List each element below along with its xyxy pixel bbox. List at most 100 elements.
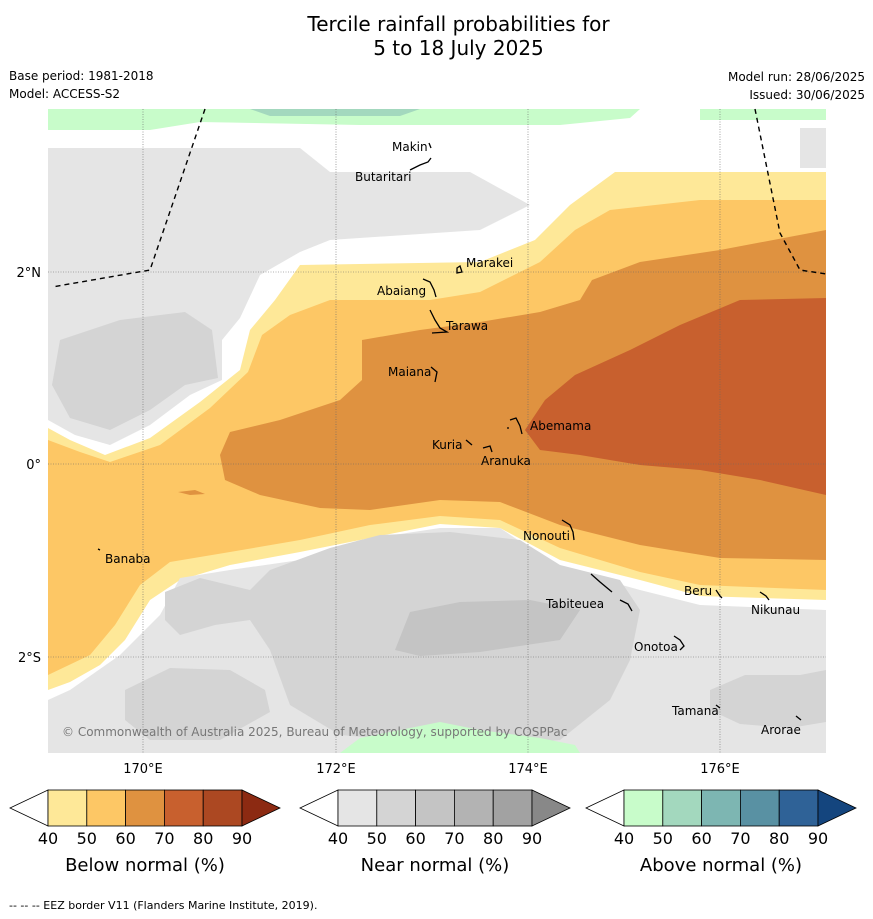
above-tick-60: 60 (691, 829, 711, 848)
near-swatch-80 (492, 789, 533, 827)
label-aranuka: Aranuka (481, 454, 531, 468)
below-swatch-80 (202, 789, 243, 827)
island-arorae (795, 715, 802, 721)
above-tick-70: 70 (730, 829, 750, 848)
above-swatch-50 (662, 789, 702, 827)
near-normal-south-70 (395, 600, 580, 656)
island-maiana (430, 366, 438, 383)
above-normal-south (340, 722, 580, 753)
label-makin: Makin (392, 140, 428, 154)
eez-borders (51, 108, 827, 288)
island-kuria (465, 439, 473, 446)
lon-176e: 176°E (700, 762, 740, 777)
below-tick-80: 80 (193, 829, 213, 848)
below-normal-80 (525, 298, 826, 495)
island-tabiteuea (590, 573, 633, 612)
colorbar-above-normal: 40 50 60 70 80 90 Above normal (%) (585, 789, 857, 876)
above-swatch-60 (701, 789, 741, 827)
below-extend-low (9, 789, 49, 827)
title-line-2: 5 to 18 July 2025 (373, 36, 544, 60)
near-extend-low (299, 789, 339, 827)
model-run: Model run: 28/06/2025 (727, 70, 865, 84)
lat-2s: 2°S (18, 651, 41, 666)
gridlines (48, 109, 826, 753)
issued-date: Issued: 30/06/2025 (749, 88, 865, 102)
colorbar-near-normal: 40 50 60 70 80 90 Near normal (%) (299, 789, 571, 876)
above-extend-high (817, 789, 857, 827)
below-swatch-70 (163, 789, 204, 827)
eez-footnote: -- -- -- EEZ border V11 (Flanders Marine… (9, 899, 318, 912)
near-swatch-60 (415, 789, 455, 827)
below-tick-50: 50 (77, 829, 97, 848)
near-tick-80: 80 (483, 829, 503, 848)
island-nonouti (561, 519, 575, 541)
label-beru: Beru (684, 584, 712, 598)
title-line-1: Tercile rainfall probabilities for (307, 12, 610, 36)
above-tick-50: 50 (653, 829, 673, 848)
near-tick-60: 60 (405, 829, 425, 848)
islands (97, 142, 802, 721)
label-butaritari: Butaritari (355, 170, 412, 184)
meta-right: Model run: 28/06/2025 Issued: 30/06/2025 (728, 70, 865, 106)
above-normal-north (48, 109, 640, 130)
above-tick-40: 40 (614, 829, 634, 848)
island-nikunau (759, 591, 770, 601)
below-extend-high (241, 789, 281, 827)
near-normal-southwest (125, 668, 270, 740)
longitude-labels: 170°E 172°E 174°E 176°E (123, 762, 740, 777)
near-tick-70: 70 (444, 829, 464, 848)
model-name: Model: ACCESS-S2 (9, 87, 121, 101)
island-tarawa (429, 309, 450, 334)
label-onotoa: Onotoa (634, 640, 678, 654)
near-tick-40: 40 (328, 829, 348, 848)
above-tick-80: 80 (769, 829, 789, 848)
base-period: Base period: 1981-2018 (9, 69, 154, 83)
lon-172e: 172°E (316, 762, 356, 777)
label-marakei: Marakei (466, 256, 513, 270)
below-tick-90: 90 (232, 829, 252, 848)
near-tick-90: 90 (522, 829, 542, 848)
place-labels: Makin Butaritari Marakei Abaiang Tarawa … (105, 140, 801, 737)
below-swatch-60 (125, 789, 165, 827)
latitude-labels: 2°N 0° 2°S (17, 266, 42, 666)
near-normal-north-darker (52, 312, 218, 430)
island-marakei (456, 264, 463, 274)
below-swatch-50 (86, 789, 127, 827)
colorbar-below-normal: 40 50 60 70 80 90 Below normal (%) (9, 789, 281, 876)
island-aranuka (482, 445, 493, 453)
lat-2n: 2°N (17, 266, 42, 281)
probability-fields (48, 109, 826, 753)
island-banaba (97, 548, 101, 551)
near-normal-southeast (710, 670, 826, 728)
below-tick-70: 70 (154, 829, 174, 848)
lat-0: 0° (26, 458, 41, 473)
below-swatch-40 (47, 789, 88, 827)
label-banaba: Banaba (105, 552, 151, 566)
copyright-notice: © Commonwealth of Australia 2025, Bureau… (62, 725, 567, 739)
below-tick-40: 40 (38, 829, 58, 848)
island-abaiang (422, 278, 437, 298)
label-nonouti: Nonouti (523, 529, 570, 543)
label-tarawa: Tarawa (445, 319, 488, 333)
near-swatch-50 (376, 789, 416, 827)
below-colorbar-title: Below normal (%) (65, 855, 225, 876)
near-swatch-70 (453, 789, 494, 827)
below-normal-70 (220, 230, 826, 560)
below-normal-70-patch (178, 490, 205, 495)
island-onotoa (673, 635, 685, 651)
above-swatch-70 (740, 789, 780, 827)
above-normal-northeast (700, 109, 826, 120)
above-extend-low (585, 789, 625, 827)
label-maiana: Maiana (388, 365, 431, 379)
map-title: Tercile rainfall probabilities for 5 to … (0, 12, 873, 60)
label-kuria: Kuria (432, 438, 463, 452)
island-butaritari (409, 157, 432, 171)
label-arorae: Arorae (761, 723, 801, 737)
above-swatch-80 (778, 789, 819, 827)
above-colorbar-title: Above normal (%) (640, 855, 802, 876)
label-nikunau: Nikunau (751, 603, 800, 617)
label-tamana: Tamana (671, 704, 719, 718)
above-tick-90: 90 (808, 829, 828, 848)
island-beru (715, 589, 723, 599)
